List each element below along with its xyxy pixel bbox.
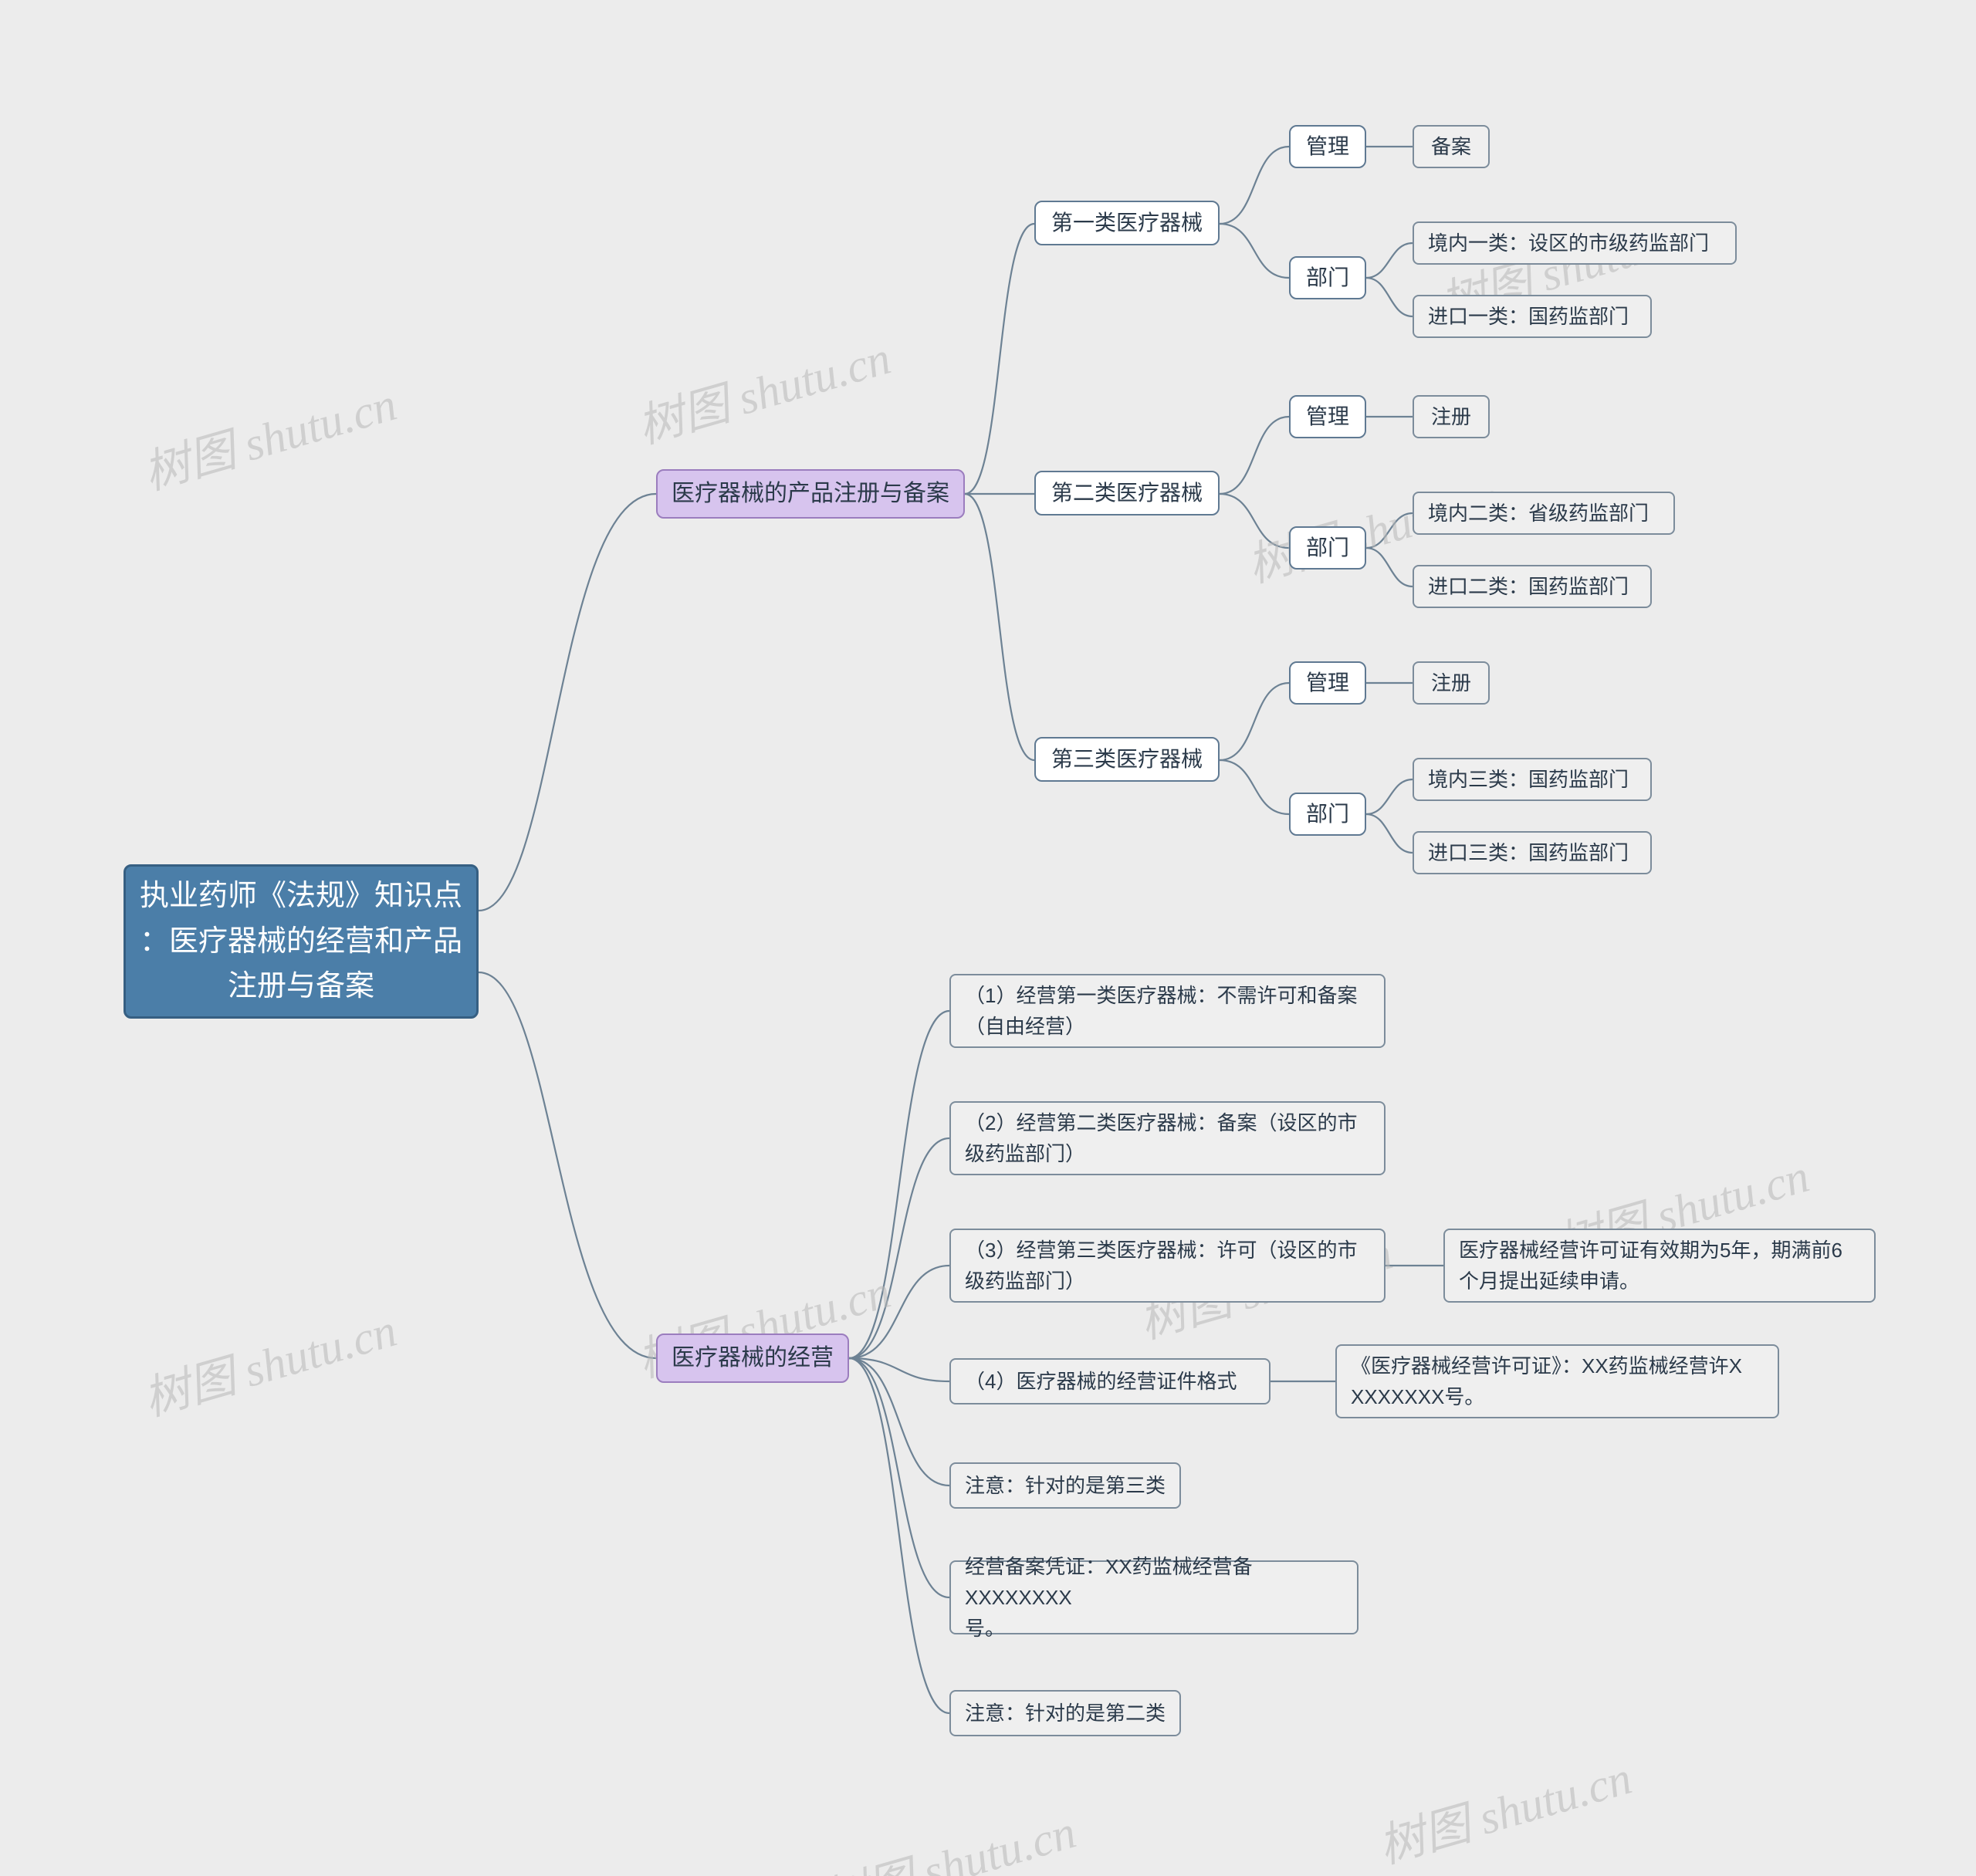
op3c-line2: 个月提出延续申请。 <box>1459 1269 1639 1293</box>
leaf-op7: 注意：针对的是第二类 <box>949 1690 1181 1736</box>
watermark: 树图 shutu.cn <box>135 1293 404 1428</box>
op4c-line2: XXXXXXX号。 <box>1351 1385 1484 1408</box>
op4c-line1: 《医疗器械经营许可证》：XX药监械经营许X <box>1351 1354 1742 1377</box>
node-class2: 第二类医疗器械 <box>1034 471 1220 515</box>
leaf-op5: 注意：针对的是第三类 <box>949 1462 1181 1509</box>
leaf-d3a: 境内三类：国药监部门 <box>1413 758 1652 801</box>
op6-line2: 号。 <box>965 1617 1005 1640</box>
leaf-op3: （3）经营第三类医疗器械：许可（设区的市 级药监部门） <box>949 1229 1386 1303</box>
op3c-line1: 医疗器械经营许可证有效期为5年，期满前6 <box>1459 1239 1842 1262</box>
node-class1-dept: 部门 <box>1289 256 1366 299</box>
leaf-op6: 经营备案凭证：XX药监械经营备XXXXXXXX 号。 <box>949 1560 1358 1634</box>
op1-line1: （1）经营第一类医疗器械：不需许可和备案 <box>965 984 1357 1007</box>
op3-line1: （3）经营第三类医疗器械：许可（设区的市 <box>965 1239 1357 1262</box>
leaf-d3b: 进口三类：国药监部门 <box>1413 831 1652 874</box>
op3-line2: 级药监部门） <box>965 1269 1085 1293</box>
leaf-op3-child: 医疗器械经营许可证有效期为5年，期满前6 个月提出延续申请。 <box>1443 1229 1876 1303</box>
root-line3: 注册与备案 <box>228 970 374 1002</box>
node-class1-manage: 管理 <box>1289 125 1366 168</box>
op6-line1: 经营备案凭证：XX药监械经营备XXXXXXXX <box>965 1555 1253 1609</box>
leaf-d1b: 进口一类：国药监部门 <box>1413 295 1652 338</box>
watermark: 树图 shutu.cn <box>629 320 898 456</box>
root-line2: ：医疗器械的经营和产品 <box>140 925 462 958</box>
root-node: 执业药师《法规》知识点 ：医疗器械的经营和产品 注册与备案 <box>124 864 479 1019</box>
leaf-op1: （1）经营第一类医疗器械：不需许可和备案 （自由经营） <box>949 974 1386 1048</box>
branch-registration: 医疗器械的产品注册与备案 <box>656 469 965 519</box>
leaf-d1a: 境内一类：设区的市级药监部门 <box>1413 221 1737 265</box>
watermark: 树图 shutu.cn <box>1370 1740 1639 1876</box>
leaf-d2b: 进口二类：国药监部门 <box>1413 565 1652 608</box>
node-class1: 第一类医疗器械 <box>1034 201 1220 245</box>
branch-operation: 医疗器械的经营 <box>656 1333 849 1383</box>
leaf-op2: （2）经营第二类医疗器械：备案（设区的市 级药监部门） <box>949 1101 1386 1175</box>
op1-line2: （自由经营） <box>965 1015 1085 1038</box>
leaf-d2a: 境内二类：省级药监部门 <box>1413 492 1675 535</box>
watermark: 树图 shutu.cn <box>814 1794 1083 1876</box>
leaf-op4: （4）医疗器械的经营证件格式 <box>949 1358 1271 1404</box>
op2-line2: 级药监部门） <box>965 1142 1085 1165</box>
node-class3-manage: 管理 <box>1289 661 1366 705</box>
node-class2-manage: 管理 <box>1289 395 1366 438</box>
node-class2-dept: 部门 <box>1289 526 1366 570</box>
leaf-reg2: 注册 <box>1413 395 1490 438</box>
mindmap-stage: 树图 shutu.cn 树图 shutu.cn 树图 shutu.cn 树图 s… <box>0 0 1976 1876</box>
leaf-rec: 备案 <box>1413 125 1490 168</box>
watermark: 树图 shutu.cn <box>135 367 404 502</box>
node-class3: 第三类医疗器械 <box>1034 737 1220 782</box>
op2-line1: （2）经营第二类医疗器械：备案（设区的市 <box>965 1111 1357 1134</box>
node-class3-dept: 部门 <box>1289 793 1366 836</box>
leaf-reg3: 注册 <box>1413 661 1490 705</box>
leaf-op4-child: 《医疗器械经营许可证》：XX药监械经营许X XXXXXXX号。 <box>1335 1344 1779 1418</box>
root-line1: 执业药师《法规》知识点 <box>140 880 462 912</box>
